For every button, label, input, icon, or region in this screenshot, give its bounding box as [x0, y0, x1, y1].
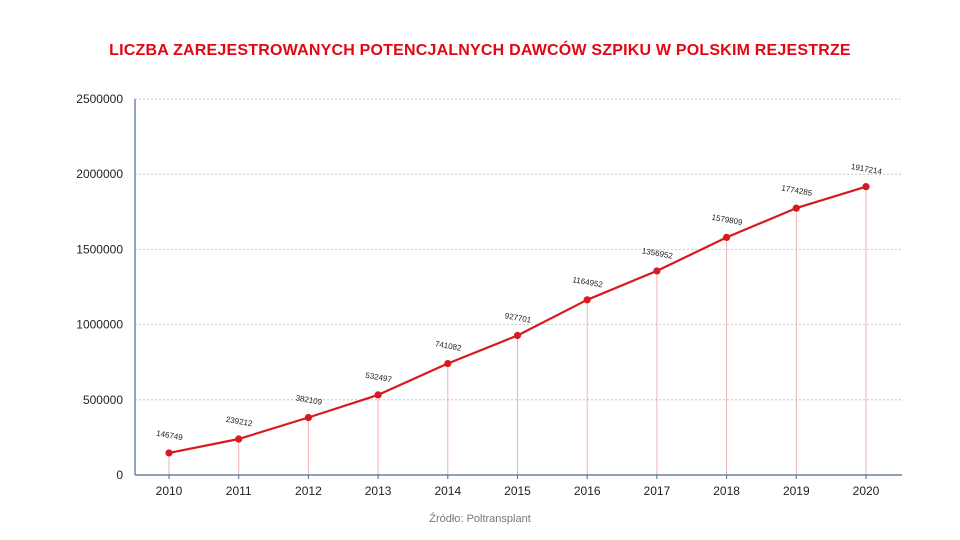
x-tick-label-2020: 2020	[853, 484, 880, 498]
x-tick-label-2018: 2018	[713, 484, 740, 498]
data-point-2012	[304, 413, 312, 422]
data-point-2018	[723, 233, 731, 241]
data-point-2013	[374, 391, 382, 399]
data-point-2017	[653, 267, 661, 275]
data-labels: 146749 239212 382109 532497 741082 927701 1164…	[156, 162, 884, 442]
x-tick-label-2019: 2019	[783, 484, 810, 498]
x-tick-label-2015: 2015	[504, 484, 531, 498]
y-tick-label-1500000: 1500000	[76, 242, 123, 256]
data-point-2020	[862, 183, 870, 191]
y-tick-label-0: 0	[116, 468, 123, 482]
data-label-2017: 1356952	[641, 246, 674, 260]
data-point-2014	[444, 359, 452, 368]
x-tick-label-2012: 2012	[295, 484, 322, 498]
data-point-2016	[583, 296, 591, 304]
y-tick-label-1000000: 1000000	[76, 318, 123, 332]
y-tick-label-2000000: 2000000	[76, 167, 123, 181]
data-label-2019: 1774285	[781, 184, 814, 198]
data-label-2010: 146749	[156, 429, 184, 443]
data-label-2014: 741082	[434, 339, 462, 353]
x-tick-label-2017: 2017	[644, 484, 671, 498]
drop-lines	[168, 186, 867, 475]
data-points	[165, 183, 870, 457]
data-label-2015: 927701	[504, 311, 532, 325]
data-point-2019	[792, 204, 800, 212]
data-point-2010	[165, 449, 173, 457]
x-tick-label-2010: 2010	[156, 484, 183, 498]
x-tick-label-2013: 2013	[365, 484, 392, 498]
data-label-2011: 239212	[225, 415, 253, 429]
x-tick-label-2011: 2011	[226, 484, 252, 498]
chart-title: LICZBA ZAREJESTROWANYCH POTENCJALNYCH DA…	[109, 42, 851, 59]
data-point-2015	[513, 331, 522, 340]
data-point-2011	[235, 435, 243, 443]
y-tick-label-2500000: 2500000	[76, 92, 123, 106]
data-label-2013: 532497	[365, 371, 393, 385]
data-label-2018: 1579809	[711, 213, 744, 227]
data-label-2012: 382109	[295, 393, 323, 407]
x-tick-label-2014: 2014	[434, 484, 461, 498]
x-tick-labels: 2010 2011 2012 2013 2014 2015 2016 2017 2018 2019…	[156, 484, 880, 498]
x-tick-label-2016: 2016	[574, 484, 601, 498]
y-tick-label-500000: 500000	[83, 393, 123, 407]
gridlines	[135, 98, 902, 401]
y-tick-labels: 0 500000 1000000 1500000 2000000 2500000	[76, 92, 123, 482]
data-label-2016: 1164952	[572, 275, 604, 289]
source-note: Źródło: Poltransplant	[429, 513, 531, 525]
axes	[134, 99, 902, 479]
